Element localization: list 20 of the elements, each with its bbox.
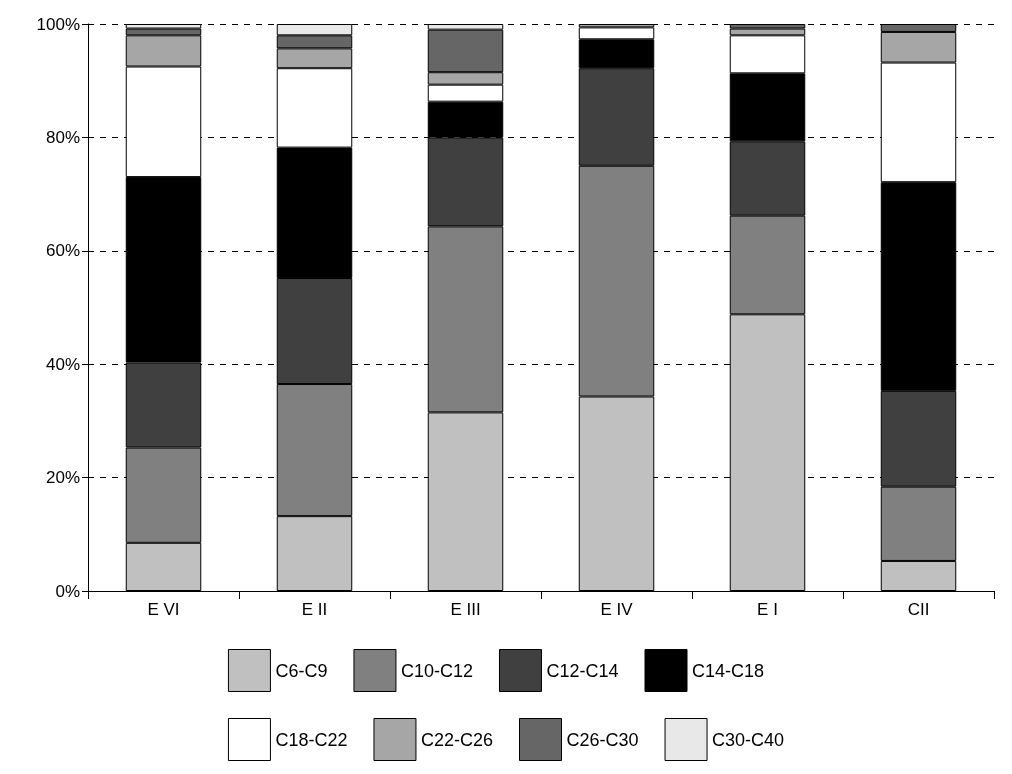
y-tick-label: 80% [45,127,80,147]
legend-label: C12-C14 [546,660,619,681]
legend-label: C14-C18 [692,660,765,681]
x-tick-label: CII [907,600,930,619]
y-tick-label: 60% [45,241,80,261]
legend-label: C10-C12 [400,660,473,681]
x-tick-label: E IV [600,600,634,619]
legend-label: C22-C26 [420,729,494,750]
y-tick-label: 100% [36,14,80,34]
legend-label: C18-C22 [275,729,348,750]
x-tick-label: E I [757,600,778,619]
x-tick-label: E III [450,600,481,619]
y-tick-label: 20% [45,468,80,488]
x-tick-label: E II [301,600,328,619]
legend-label: C30-C40 [712,729,785,750]
y-tick-label: 0% [55,581,80,601]
legend-label: C26-C30 [566,729,639,750]
y-tick-label: 40% [45,354,80,374]
legend-label: C6-C9 [275,660,328,681]
x-tick-label: E VI [147,600,180,619]
